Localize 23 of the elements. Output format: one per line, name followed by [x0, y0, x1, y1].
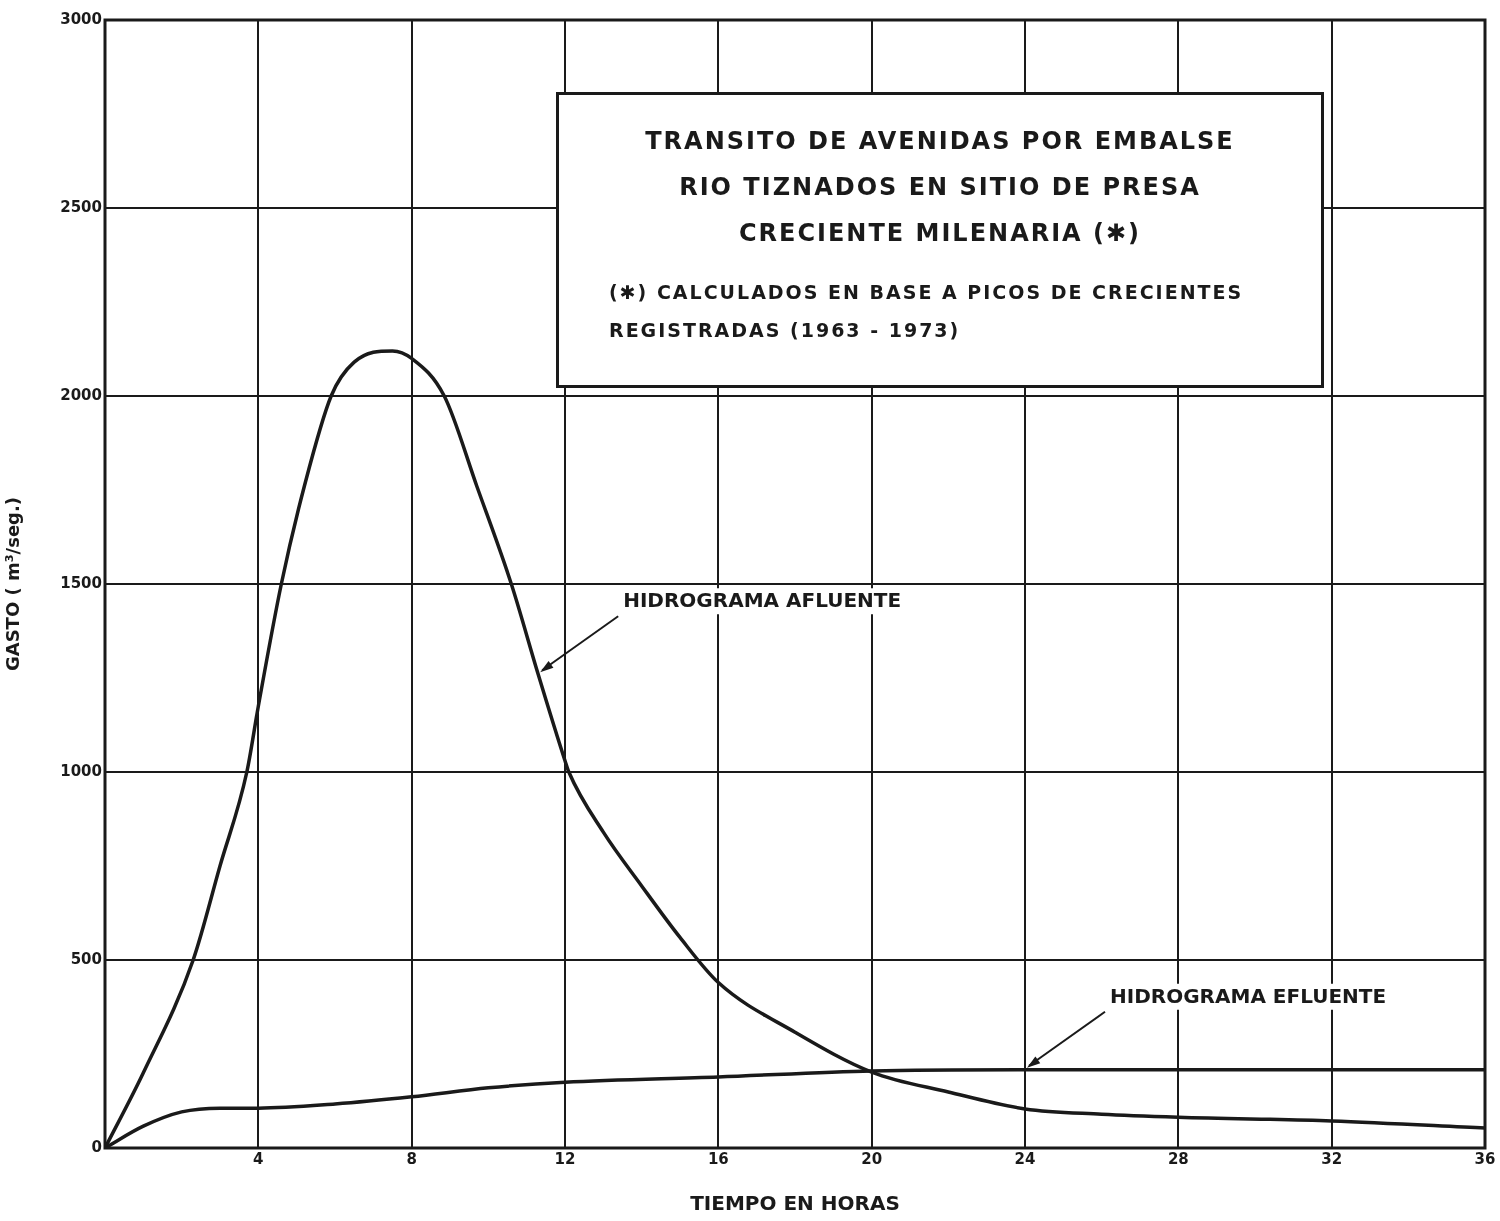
annotation: (✱) CALCULADOS EN BASE A PICOS DE CRECIENTES REGISTRADAS (1963 - 1973) [609, 280, 1245, 343]
x-tick-label: 4 [253, 1149, 264, 1168]
x-tick-label: 32 [1321, 1149, 1343, 1168]
annotation: CRECIENTE MILENARIA (✱) [737, 219, 1143, 247]
note-box: TRANSITO DE AVENIDAS POR EMBALSE RIO TIZNADOS EN SITIO DE PRESA CRECIENTE MILENARIA (✱) (✱) CALCULADOS EN BASE A PICOS DE CRECIENTES REGISTRADAS (1963 - 1973) [556, 92, 1324, 388]
annotation: HIDROGRAMA EFLUENTE [1110, 984, 1387, 1008]
x-tick-label: 20 [861, 1149, 883, 1168]
x-tick-label: 16 [707, 1149, 729, 1168]
x-tick-label: 12 [554, 1149, 576, 1168]
annotation: HIDROGRAMA AFLUENTE [623, 588, 902, 613]
y-tick-label: 2000 [60, 385, 102, 404]
y-axis-title: GASTO ( m³/seg.) [2, 496, 24, 672]
y-tick-label: 2500 [60, 197, 102, 216]
x-tick-label: 36 [1474, 1149, 1496, 1168]
x-tick-label: 8 [406, 1149, 417, 1168]
x-tick-label: 24 [1014, 1149, 1036, 1168]
y-tick-label: 0 [91, 1137, 102, 1156]
y-tick-label: 500 [70, 949, 102, 968]
y-tick-label: 1500 [60, 573, 102, 592]
x-axis-title: TIEMPO EN HORAS [690, 1191, 900, 1216]
x-tick-label: 28 [1167, 1149, 1189, 1168]
y-tick-label: 1000 [60, 761, 102, 780]
y-tick-label: 3000 [60, 9, 102, 28]
